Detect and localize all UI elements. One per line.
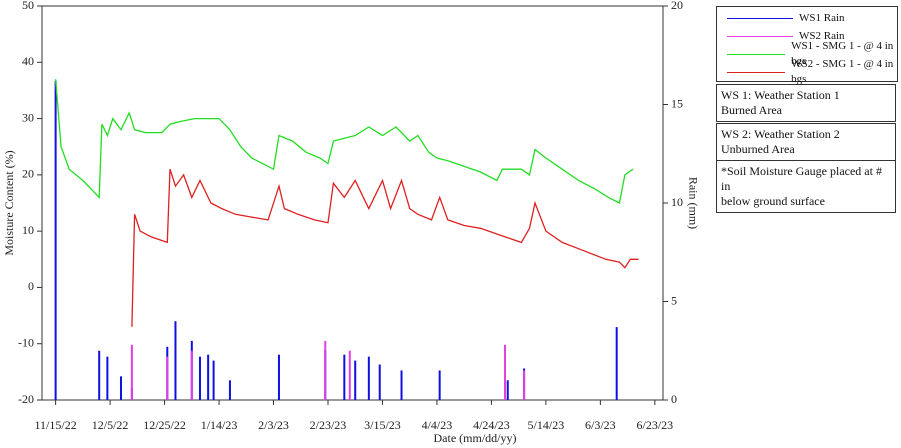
x-tick-label: 12/5/22 (92, 418, 129, 432)
rain-bar (198, 356, 201, 400)
rain-bar (615, 327, 618, 400)
legend-swatch (727, 71, 786, 73)
y2-tick-label: 10 (671, 195, 683, 209)
rain-bar (277, 354, 280, 400)
x-tick-label: 4/4/23 (422, 418, 453, 432)
x-tick-label: 6/3/23 (585, 418, 616, 432)
y-tick-label: 10 (22, 223, 34, 237)
rain-bar (523, 370, 526, 400)
rain-bar (190, 350, 193, 400)
note-line: Burned Area (721, 103, 782, 117)
note-line: Unburned Area (721, 142, 795, 156)
legend-label: WS2 Rain (799, 29, 845, 42)
plot-frame (41, 5, 664, 401)
legend-entry: WS1 Rain (717, 9, 897, 27)
x-tick-label: 2/3/23 (258, 418, 289, 432)
x-tick-label: 4/24/23 (473, 418, 510, 432)
note-line: WS 2: Weather Station 2 (721, 127, 840, 141)
y2-tick-label: 0 (671, 392, 677, 406)
y-tick-label: 0 (28, 279, 34, 293)
legend-swatch (727, 17, 793, 19)
note-box: WS 2: Weather Station 2 Unburned Area (716, 123, 896, 161)
note-box: WS 1: Weather Station 1 Burned Area (716, 84, 896, 122)
y-tick-label: 30 (22, 110, 34, 124)
rain-bar (207, 354, 210, 400)
rain-bar (324, 340, 327, 400)
y-tick-label: 50 (22, 0, 34, 12)
x-tick-label: 6/23/23 (636, 418, 673, 432)
rain-bar (106, 356, 109, 400)
rain-bar (400, 370, 403, 400)
rain-bar (506, 380, 509, 400)
y2-tick-label: 5 (671, 293, 677, 307)
rain-bar (54, 80, 57, 401)
y2-axis-label: Rain (mm) (686, 177, 700, 229)
rain-bar (438, 370, 441, 400)
rain-bar (119, 376, 122, 400)
rain-bar (174, 321, 177, 400)
legend-label: WS1 - SMG 1 - @ 4 in bgs (791, 40, 894, 67)
note-line: below ground surface (721, 194, 825, 208)
y-tick-label: 20 (22, 167, 34, 181)
y2-tick-label: 15 (671, 96, 683, 110)
rain-bar (378, 364, 381, 400)
x-axis-label: Date (mm/dd/yy) (434, 431, 517, 445)
legend-entry: WS2 Rain (717, 27, 897, 45)
legend-label: WS2 - SMG 1 - @ 4 in bgs (791, 58, 894, 85)
legend-entry: WS1 - SMG 1 - @ 4 in bgs (717, 40, 897, 67)
rain-bar (98, 350, 101, 400)
x-tick-label: 5/14/23 (528, 418, 565, 432)
rain-bar (166, 356, 169, 400)
x-tick-label: 3/15/23 (364, 418, 401, 432)
moisture-line (131, 168, 639, 327)
legend-entry: WS2 - SMG 1 - @ 4 in bgs (717, 58, 897, 85)
note-line: WS 1: Weather Station 1 (721, 88, 840, 102)
legend-swatch (727, 53, 786, 55)
legend-label: WS1 Rain (799, 11, 845, 24)
y-tick-label: 40 (22, 54, 34, 68)
moisture-line (54, 79, 634, 204)
x-tick-label: 12/25/22 (143, 418, 186, 432)
rain-bar (367, 356, 370, 400)
x-tick-label: 1/14/23 (201, 418, 238, 432)
rain-bar (354, 360, 357, 400)
y-tick-label: -20 (18, 392, 34, 406)
legend: WS1 Rain WS2 Rain WS1 - SMG 1 - @ 4 in bgs… (716, 6, 898, 85)
y2-tick-label: 20 (671, 0, 683, 12)
rain-bar (228, 380, 231, 400)
rain-bar (130, 344, 133, 400)
x-tick-label: 11/15/22 (35, 418, 77, 432)
rain-bar (343, 354, 346, 400)
rain-bar (212, 360, 215, 400)
y-tick-label: -10 (18, 335, 34, 349)
rain-bar (504, 344, 507, 400)
x-tick-label: 2/23/23 (310, 418, 347, 432)
note-line: *Soil Moisture Gauge placed at # in (721, 164, 882, 193)
note-box: *Soil Moisture Gauge placed at # in below… (716, 160, 896, 213)
legend-swatch (727, 35, 793, 37)
rain-bar (348, 350, 351, 400)
y-axis-label: Moisture Content (%) (2, 150, 16, 255)
